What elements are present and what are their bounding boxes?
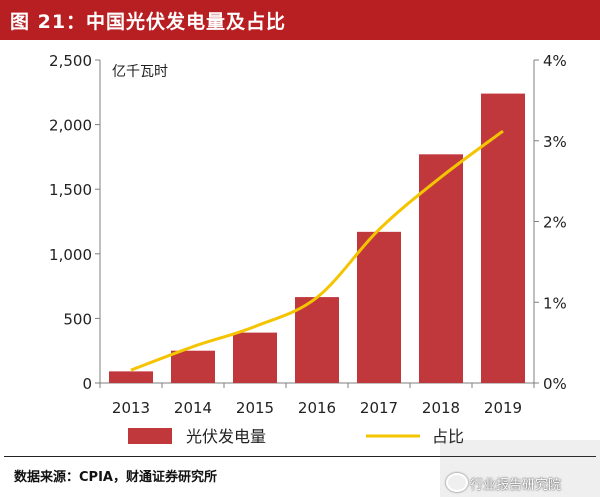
chart-title: 图 21：中国光伏发电量及占比 — [10, 11, 287, 33]
x-tick-label: 2016 — [298, 399, 336, 417]
x-tick-label: 2015 — [236, 399, 274, 417]
watermark-overlay — [440, 440, 600, 497]
x-tick-label: 2017 — [360, 399, 398, 417]
unit-label: 亿千瓦时 — [112, 64, 168, 80]
x-tick-label: 2019 — [484, 399, 522, 417]
legend-label-line: 占比 — [432, 427, 464, 446]
footer-divider — [4, 456, 596, 457]
line-series-share — [130, 129, 504, 372]
y-tick-label-left: 2,500 — [49, 52, 92, 70]
bar-2016 — [295, 297, 339, 383]
x-tick-label: 2018 — [422, 399, 460, 417]
y-tick-label-left: 500 — [63, 310, 92, 328]
source-note: 数据来源：CPIA，财通证券研究所 — [14, 470, 217, 485]
y-tick-label-left: 2,000 — [49, 117, 92, 135]
watermark-logo-icon — [446, 473, 468, 492]
bar-2018 — [419, 154, 463, 383]
bar-2019 — [481, 93, 525, 384]
y-tick-label-left: 0 — [82, 375, 92, 393]
bar-2017 — [357, 231, 401, 383]
bar-2013 — [109, 371, 153, 383]
y-tick-label-right: 1% — [543, 294, 567, 312]
y-tick-label-right: 0% — [543, 375, 567, 393]
bar-2015 — [233, 332, 277, 383]
x-tick-label: 2014 — [174, 399, 212, 417]
chart-area: 0 500 1,000 1,500 2,000 2,500 0% 1% 2% 3% 4% 亿千瓦时 20… — [49, 52, 567, 446]
y-tick-label-left: 1,000 — [49, 246, 92, 264]
title-banner: 图 21：中国光伏发电量及占比 — [0, 0, 600, 40]
x-tick-label: 2013 — [112, 399, 150, 417]
y-tick-label-right: 4% — [543, 52, 567, 70]
legend-swatch-bar — [128, 428, 172, 444]
bar-2014 — [171, 350, 215, 383]
legend-label-bar: 光伏发电量 — [186, 427, 266, 446]
y-tick-label-right: 2% — [543, 214, 567, 232]
watermark-text: 行业报告研究院 — [470, 478, 562, 493]
y-tick-label-right: 3% — [543, 133, 567, 151]
y-tick-label-left: 1,500 — [49, 181, 92, 199]
